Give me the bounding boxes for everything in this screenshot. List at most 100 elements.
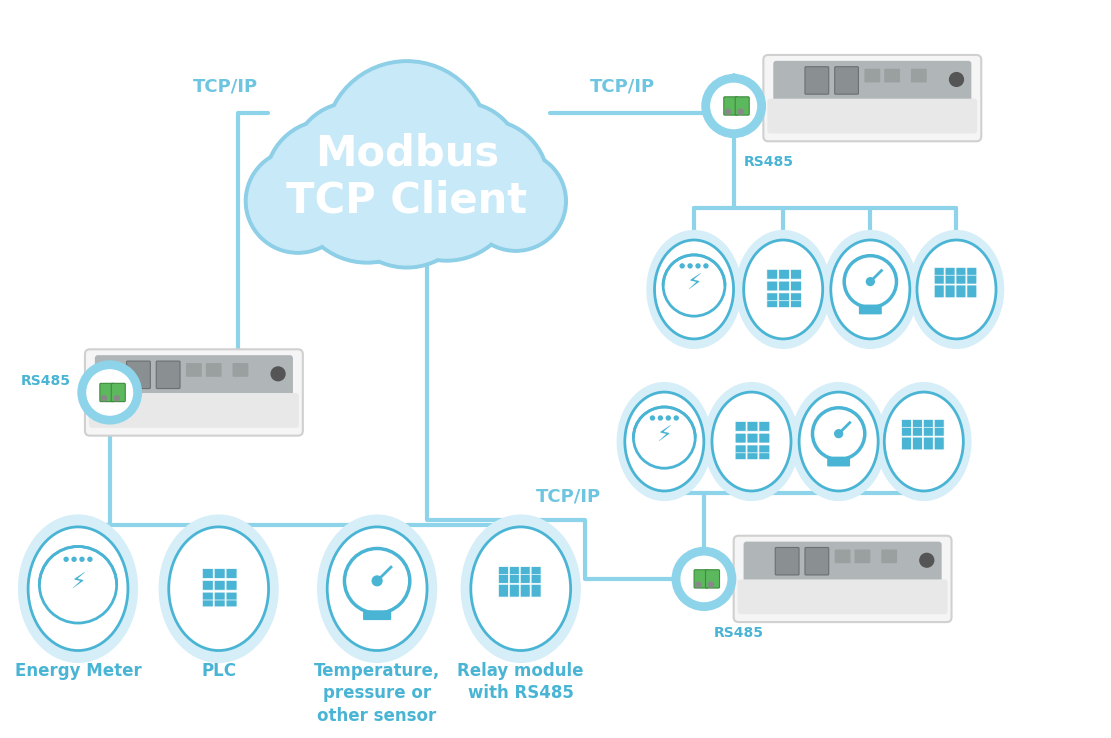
FancyBboxPatch shape <box>779 293 790 303</box>
Circle shape <box>244 148 351 254</box>
Circle shape <box>264 119 391 244</box>
FancyBboxPatch shape <box>531 567 541 574</box>
Text: TCP/IP: TCP/IP <box>193 77 258 95</box>
Circle shape <box>294 119 440 264</box>
Ellipse shape <box>19 515 138 662</box>
FancyBboxPatch shape <box>881 550 897 563</box>
Circle shape <box>114 396 119 401</box>
Ellipse shape <box>624 392 704 491</box>
FancyBboxPatch shape <box>945 267 955 275</box>
Circle shape <box>400 101 522 223</box>
Ellipse shape <box>169 527 269 650</box>
FancyBboxPatch shape <box>767 269 778 279</box>
FancyBboxPatch shape <box>747 453 758 460</box>
FancyBboxPatch shape <box>767 281 778 291</box>
Circle shape <box>681 556 727 601</box>
FancyBboxPatch shape <box>738 579 948 614</box>
Circle shape <box>404 105 519 218</box>
FancyBboxPatch shape <box>767 300 778 308</box>
Circle shape <box>711 83 757 128</box>
FancyBboxPatch shape <box>884 69 900 83</box>
FancyBboxPatch shape <box>226 600 237 607</box>
FancyBboxPatch shape <box>911 69 927 83</box>
Circle shape <box>342 137 471 265</box>
FancyBboxPatch shape <box>945 285 955 298</box>
FancyBboxPatch shape <box>955 272 965 284</box>
FancyBboxPatch shape <box>934 424 944 436</box>
Circle shape <box>87 370 132 415</box>
Circle shape <box>867 277 874 286</box>
FancyBboxPatch shape <box>805 66 829 94</box>
Text: TCP/IP: TCP/IP <box>590 77 655 95</box>
Text: ⚡: ⚡ <box>687 274 702 294</box>
Circle shape <box>672 548 735 610</box>
FancyBboxPatch shape <box>779 281 790 291</box>
Circle shape <box>323 60 490 224</box>
FancyBboxPatch shape <box>127 361 150 388</box>
FancyBboxPatch shape <box>775 548 799 575</box>
FancyBboxPatch shape <box>214 580 226 590</box>
Circle shape <box>704 264 708 268</box>
FancyBboxPatch shape <box>214 592 226 602</box>
Circle shape <box>695 264 700 268</box>
FancyBboxPatch shape <box>89 393 299 428</box>
FancyBboxPatch shape <box>94 355 293 401</box>
FancyBboxPatch shape <box>735 453 747 460</box>
Text: ⚡: ⚡ <box>70 573 86 593</box>
FancyBboxPatch shape <box>923 419 933 427</box>
FancyBboxPatch shape <box>520 584 530 597</box>
Text: ⚡: ⚡ <box>657 426 672 446</box>
Circle shape <box>101 396 107 401</box>
Circle shape <box>738 109 743 114</box>
FancyBboxPatch shape <box>834 550 851 563</box>
Circle shape <box>688 264 692 268</box>
FancyBboxPatch shape <box>859 305 882 314</box>
Ellipse shape <box>910 230 1003 348</box>
Text: Relay module
with RS485: Relay module with RS485 <box>458 662 584 703</box>
FancyBboxPatch shape <box>791 269 801 279</box>
Circle shape <box>422 119 550 244</box>
FancyBboxPatch shape <box>779 300 790 308</box>
Circle shape <box>372 576 382 586</box>
FancyBboxPatch shape <box>499 584 509 597</box>
Ellipse shape <box>917 240 997 339</box>
Ellipse shape <box>884 392 963 491</box>
FancyBboxPatch shape <box>735 445 747 455</box>
FancyBboxPatch shape <box>111 383 126 401</box>
FancyBboxPatch shape <box>967 285 977 298</box>
Ellipse shape <box>737 230 830 348</box>
FancyBboxPatch shape <box>864 69 880 83</box>
FancyBboxPatch shape <box>509 584 519 597</box>
Circle shape <box>64 557 68 561</box>
FancyBboxPatch shape <box>531 584 541 597</box>
Ellipse shape <box>704 383 799 500</box>
Circle shape <box>674 416 678 420</box>
Circle shape <box>834 430 842 438</box>
Ellipse shape <box>318 515 437 662</box>
FancyBboxPatch shape <box>363 610 391 620</box>
Ellipse shape <box>159 515 278 662</box>
FancyBboxPatch shape <box>747 445 758 455</box>
FancyBboxPatch shape <box>901 424 911 436</box>
FancyBboxPatch shape <box>226 592 237 602</box>
FancyBboxPatch shape <box>520 567 530 574</box>
Ellipse shape <box>877 383 971 500</box>
FancyBboxPatch shape <box>733 536 951 622</box>
Ellipse shape <box>799 392 878 491</box>
Circle shape <box>78 361 141 424</box>
Ellipse shape <box>743 240 823 339</box>
FancyBboxPatch shape <box>854 550 870 563</box>
Text: RS485: RS485 <box>743 155 793 169</box>
Circle shape <box>291 101 413 223</box>
FancyBboxPatch shape <box>723 97 738 115</box>
FancyBboxPatch shape <box>100 383 113 401</box>
Ellipse shape <box>647 230 741 348</box>
Ellipse shape <box>831 240 910 339</box>
FancyBboxPatch shape <box>759 433 770 443</box>
FancyBboxPatch shape <box>773 61 971 106</box>
Text: PLC: PLC <box>201 662 237 680</box>
FancyBboxPatch shape <box>202 568 213 579</box>
FancyBboxPatch shape <box>735 433 747 443</box>
FancyBboxPatch shape <box>84 349 303 435</box>
Ellipse shape <box>461 515 580 662</box>
